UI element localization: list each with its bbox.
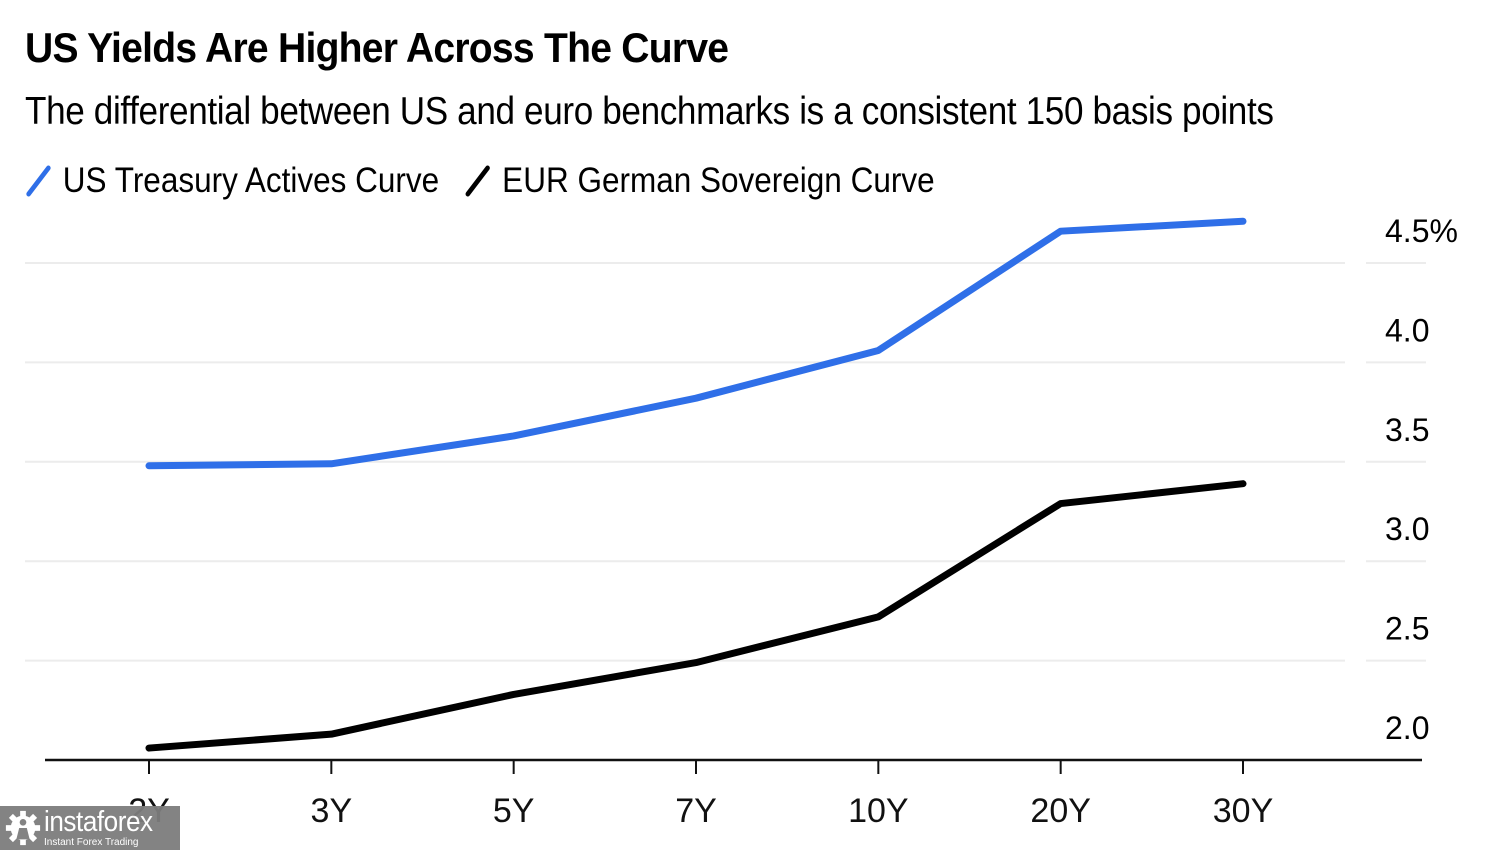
gear-person-logo-icon bbox=[5, 810, 41, 846]
x-tick-label: 7Y bbox=[675, 792, 717, 830]
y-tick-label: 4.5% bbox=[1385, 213, 1458, 249]
legend-swatch-blue-slash-icon bbox=[26, 165, 51, 197]
y-tick-label: 3.0 bbox=[1385, 511, 1429, 547]
x-tick-label: 10Y bbox=[848, 792, 909, 830]
watermark-brand: instaforex bbox=[44, 806, 153, 838]
series-line-us-treasury bbox=[145, 217, 1247, 470]
x-tick-label: 3Y bbox=[311, 792, 353, 830]
watermark: instaforex Instant Forex Trading bbox=[0, 806, 180, 850]
y-tick-label: 2.5 bbox=[1385, 611, 1429, 647]
chart-subtitle: The differential between US and euro ben… bbox=[25, 90, 1274, 133]
y-axis-ticks: 2.0 2.5 3.0 3.5 4.0 4.5% bbox=[1385, 213, 1458, 746]
legend-item-eur-german[interactable]: EUR German Sovereign Curve bbox=[464, 161, 935, 201]
legend-label: US Treasury Actives Curve bbox=[62, 161, 440, 200]
legend-item-us-treasury[interactable]: US Treasury Actives Curve bbox=[25, 161, 439, 201]
x-axis: 2Y3Y5Y7Y10Y20Y30Y bbox=[45, 758, 1422, 830]
x-tick-label: 5Y bbox=[493, 792, 535, 830]
x-tick-label: 30Y bbox=[1213, 792, 1274, 830]
y-tick-label: 3.5 bbox=[1385, 412, 1429, 448]
y-tick-label: 2.0 bbox=[1385, 710, 1429, 746]
legend-swatch-black-slash-icon bbox=[465, 165, 491, 197]
series-lines bbox=[145, 217, 1247, 752]
chart-title: US Yields Are Higher Across The Curve bbox=[25, 24, 729, 71]
legend-label: EUR German Sovereign Curve bbox=[502, 161, 935, 200]
watermark-tagline: Instant Forex Trading bbox=[44, 837, 139, 848]
legend: US Treasury Actives Curve EUR German Sov… bbox=[25, 160, 960, 202]
x-tick-label: 20Y bbox=[1030, 792, 1091, 830]
y-tick-label: 4.0 bbox=[1385, 312, 1429, 348]
series-line-eur-german bbox=[145, 480, 1247, 752]
